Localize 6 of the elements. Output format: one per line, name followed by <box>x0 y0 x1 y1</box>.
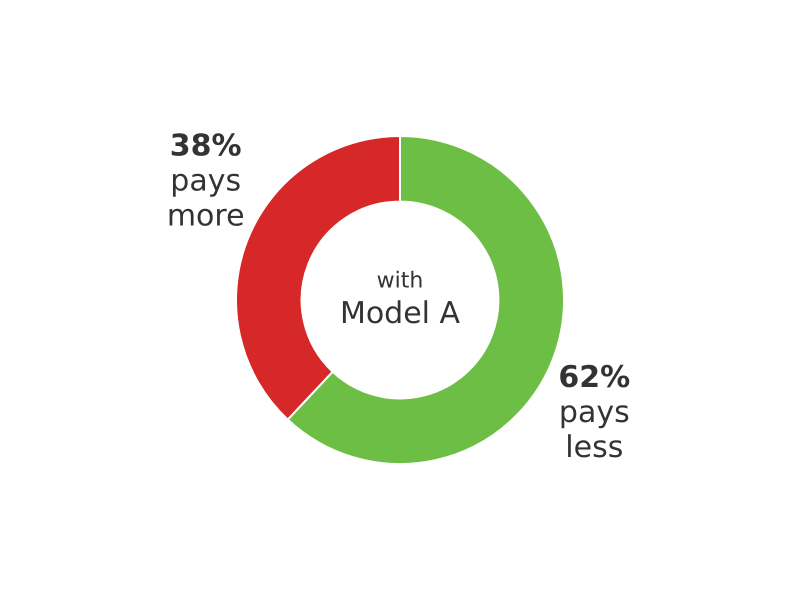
slice-label: pays less <box>558 395 630 466</box>
text: with <box>376 268 424 294</box>
text: Model A <box>340 296 461 331</box>
slice-label: pays more <box>166 163 245 234</box>
data-label: 38% <box>170 128 242 164</box>
data-label: 62% <box>558 360 630 396</box>
